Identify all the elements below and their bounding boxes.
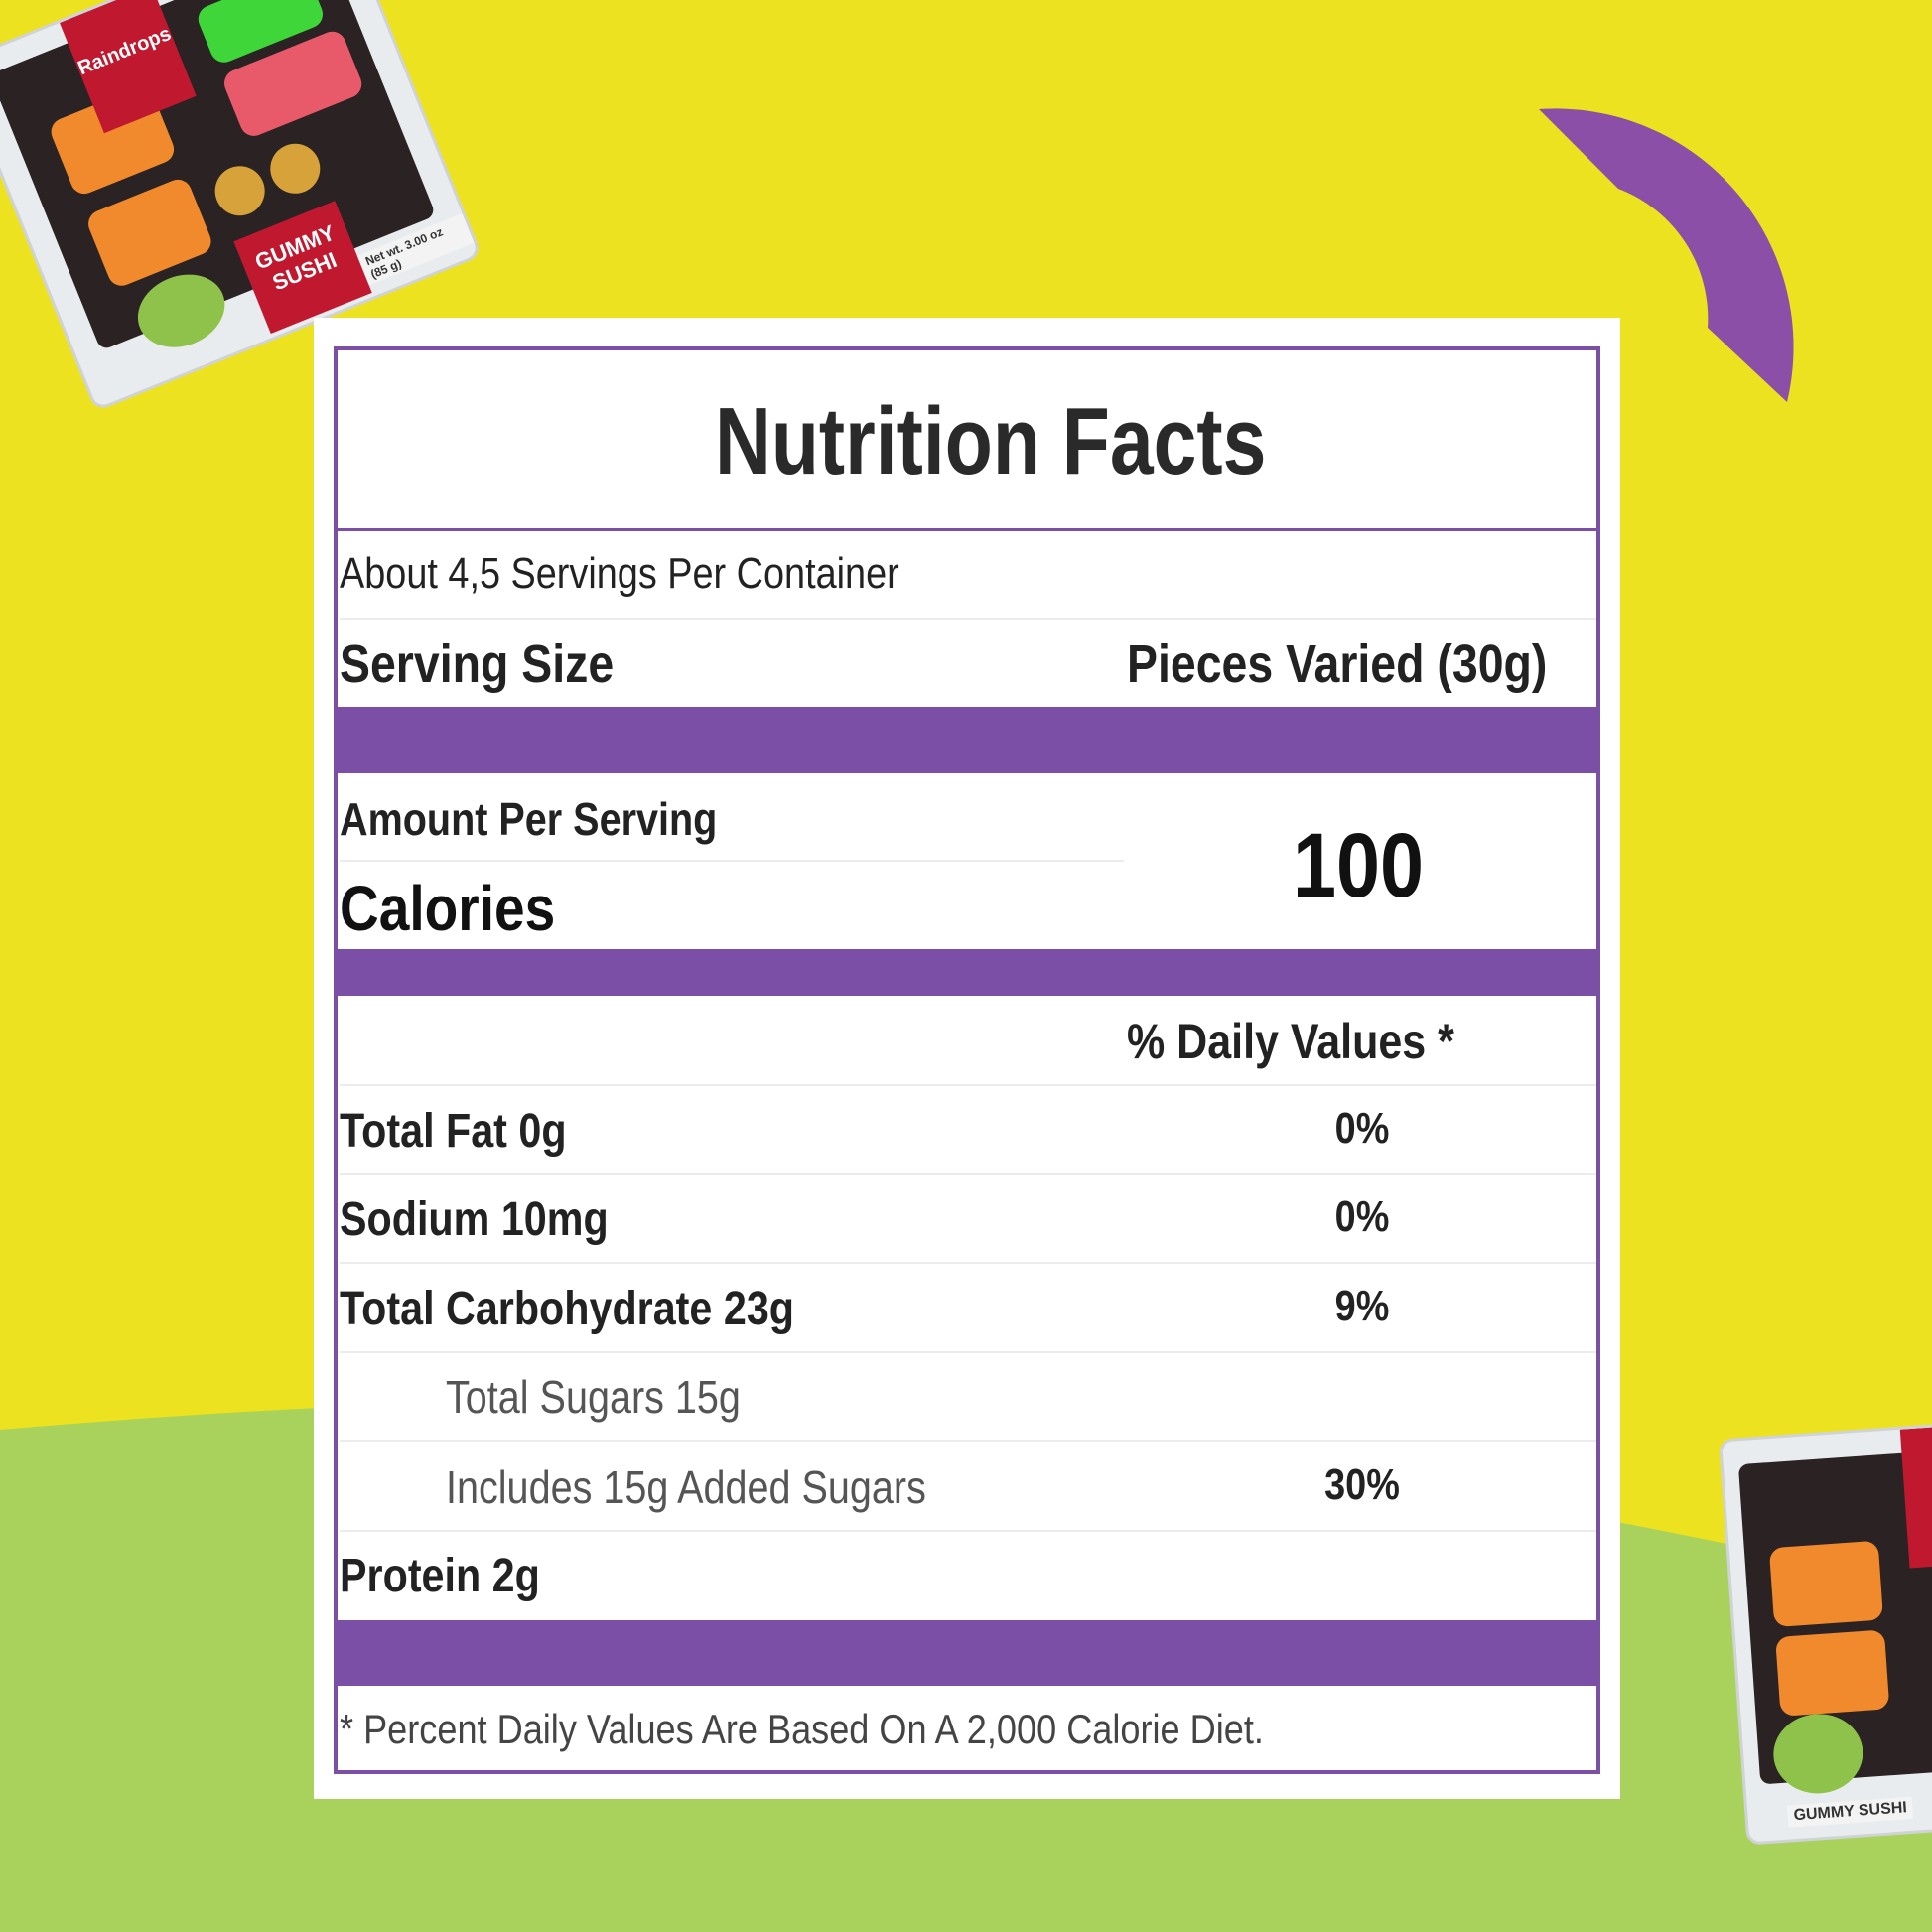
daily-values-header: % Daily Values * xyxy=(1127,1014,1454,1069)
purple-divider-bar xyxy=(334,707,1600,773)
calories-label: Calories xyxy=(340,873,556,944)
calories-value: 100 xyxy=(1293,815,1425,916)
purple-divider-bar xyxy=(334,1620,1600,1686)
divider xyxy=(340,618,1596,620)
nutrition-card xyxy=(314,318,1620,1799)
nutrient-name: Includes 15g Added Sugars xyxy=(446,1461,926,1513)
divider xyxy=(340,1173,1596,1175)
nutrient-name: Total Sugars 15g xyxy=(446,1371,741,1423)
amount-per-serving: Amount Per Serving xyxy=(340,793,718,845)
nutrient-daily-value: 9% xyxy=(1334,1282,1390,1330)
divider xyxy=(334,528,1600,531)
nutrient-name: Sodium 10mg xyxy=(340,1193,609,1246)
servings-per-container: About 4,5 Servings Per Container xyxy=(340,549,899,598)
nutrient-name: Total Fat 0g xyxy=(340,1105,567,1158)
nutrition-label-frame xyxy=(334,346,1600,1774)
product-package-bottom-right: GUMMY SUSHI xyxy=(1719,1421,1932,1846)
divider xyxy=(340,1084,1596,1086)
nutrient-daily-value: 30% xyxy=(1324,1460,1400,1509)
footnote: * Percent Daily Values Are Based On A 2,… xyxy=(340,1706,1264,1752)
nutrient-name: Protein 2g xyxy=(340,1550,540,1602)
divider xyxy=(340,1262,1596,1264)
divider xyxy=(340,1530,1596,1532)
nutrition-title: Nutrition Facts xyxy=(715,388,1267,494)
divider xyxy=(340,1440,1596,1442)
divider xyxy=(340,860,1124,862)
divider xyxy=(340,1351,1596,1353)
nutrient-daily-value: 0% xyxy=(1334,1104,1390,1153)
serving-size-label: Serving Size xyxy=(340,634,615,694)
purple-divider-bar xyxy=(334,949,1600,996)
nutrient-daily-value: 0% xyxy=(1334,1192,1390,1241)
nutrient-name: Total Carbohydrate 23g xyxy=(340,1283,794,1335)
serving-size-value: Pieces Varied (30g) xyxy=(1127,634,1548,694)
purple-arc-decoration xyxy=(1539,108,1794,402)
